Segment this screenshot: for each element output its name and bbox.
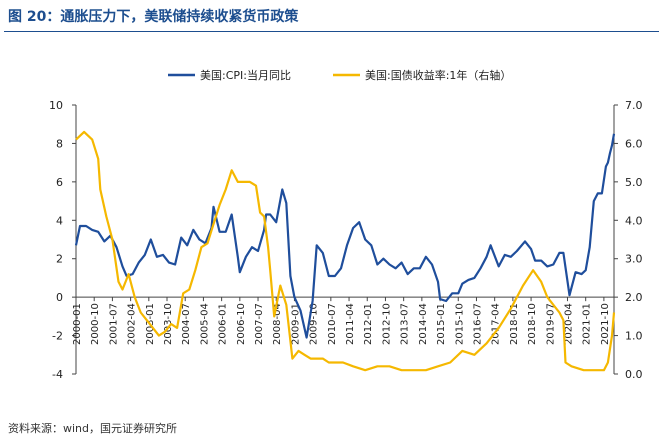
y-tick-label-right: 5.0 bbox=[625, 176, 643, 189]
y-tick-label-left: -2 bbox=[52, 330, 63, 343]
x-tick-label: 2006-10 bbox=[236, 303, 247, 345]
x-tick-label: 2012-01 bbox=[363, 303, 374, 345]
x-tick-label: 2012-10 bbox=[381, 303, 392, 345]
x-tick-label: 2018-10 bbox=[527, 303, 538, 345]
x-tick-label: 2021-01 bbox=[582, 303, 593, 345]
x-tick-label: 2019-07 bbox=[545, 303, 556, 345]
title-divider bbox=[4, 31, 659, 32]
x-tick-label: 2001-07 bbox=[108, 303, 119, 345]
x-tick-label: 2007-07 bbox=[254, 303, 265, 345]
legend-label-cpi: 美国:CPI:当月同比 bbox=[200, 68, 291, 82]
y-tick-label-left: 0 bbox=[56, 291, 63, 304]
y-tick-label-right: 6.0 bbox=[625, 137, 643, 150]
series-cpi-line bbox=[74, 133, 616, 339]
y-tick-label-left: 6 bbox=[56, 176, 63, 189]
y-tick-label-left: 8 bbox=[56, 137, 63, 150]
y-tick-label-right: 0.0 bbox=[625, 368, 643, 381]
x-tick-label: 2009-10 bbox=[309, 303, 320, 345]
y-tick-label-right: 4.0 bbox=[625, 214, 643, 227]
series-yield-line bbox=[75, 130, 616, 372]
x-tick-label: 2005-04 bbox=[199, 303, 210, 345]
x-tick-label: 2015-01 bbox=[436, 303, 447, 345]
x-tick-label: 2003-10 bbox=[163, 303, 174, 345]
x-tick-label: 2014-04 bbox=[418, 303, 429, 345]
x-tick-label: 2011-04 bbox=[345, 303, 356, 345]
y-tick-label-left: 4 bbox=[56, 214, 63, 227]
series-layer bbox=[74, 130, 616, 372]
x-tick-label: 2000-01 bbox=[72, 303, 83, 345]
legend: 美国:CPI:当月同比 美国:国债收益率:1年（右轴） bbox=[168, 68, 511, 82]
x-tick-label: 2020-04 bbox=[563, 303, 574, 345]
y-tick-label-right: 2.0 bbox=[625, 291, 643, 304]
y-tick-label-right: 1.0 bbox=[625, 330, 643, 343]
x-tick-label: 2018-01 bbox=[509, 303, 520, 345]
y-tick-label-left: 2 bbox=[56, 253, 63, 266]
axes: -4 -2 0 2 4 6 8 10 0.0 1.0 2.0 3.0 4.0 5.0 6.0 7.0 2000-… bbox=[49, 99, 643, 381]
legend-label-yield: 美国:国债收益率:1年（右轴） bbox=[365, 68, 511, 82]
x-tick-label: 2009-01 bbox=[290, 303, 301, 345]
x-tick-label: 2010-07 bbox=[327, 303, 338, 345]
y-tick-label-right: 7.0 bbox=[625, 99, 643, 112]
x-tick-label: 2016-07 bbox=[472, 303, 483, 345]
source-note: 资料来源：wind，国元证券研究所 bbox=[8, 422, 178, 435]
x-tick-label: 2008-04 bbox=[272, 303, 283, 345]
x-tick-label: 2006-01 bbox=[218, 303, 229, 345]
figure-title: 图 20：通胀压力下，美联储持续收紧货币政策 bbox=[8, 9, 299, 25]
y-tick-label-right: 3.0 bbox=[625, 253, 643, 266]
x-tick-label: 2002-04 bbox=[127, 303, 138, 345]
y-tick-label-left: -4 bbox=[52, 368, 63, 381]
x-tick-label: 2015-10 bbox=[454, 303, 465, 345]
x-tick-label: 2021-10 bbox=[600, 303, 611, 345]
x-tick-label: 2004-07 bbox=[181, 303, 192, 345]
y-tick-label-left: 10 bbox=[49, 99, 63, 112]
x-tick-label: 2000-10 bbox=[90, 303, 101, 345]
x-tick-label: 2017-04 bbox=[491, 303, 502, 345]
x-tick-label: 2013-07 bbox=[400, 303, 411, 345]
